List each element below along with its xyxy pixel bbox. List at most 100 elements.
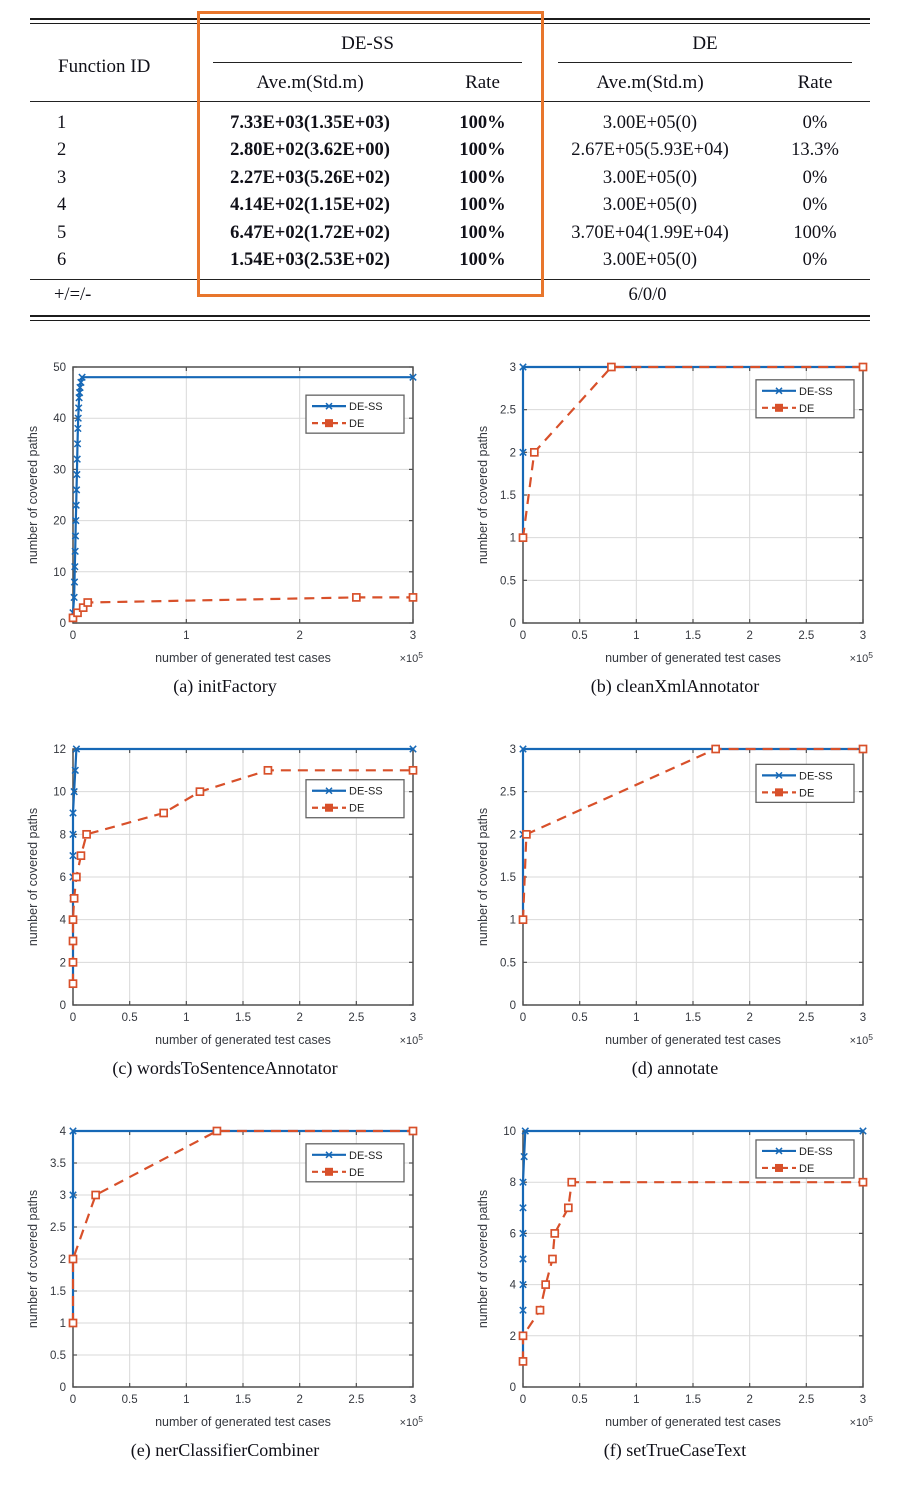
svg-text:2: 2 [510, 1331, 516, 1343]
svg-text:2.5: 2.5 [798, 1012, 814, 1024]
svg-text:DE-SS: DE-SS [349, 786, 383, 798]
svg-text:6: 6 [60, 872, 66, 884]
svg-text:1.5: 1.5 [235, 1394, 251, 1406]
svg-text:number of generated test cases: number of generated test cases [605, 1415, 781, 1429]
col-header-de-rate: Rate [760, 63, 870, 102]
svg-text:×105: ×105 [400, 1032, 424, 1047]
table-bottom-rule [30, 315, 870, 322]
series-line-de [521, 366, 863, 539]
svg-text:0: 0 [70, 1012, 76, 1024]
chart-d-plot: 0 0.5 1 1.5 2 2.5 3 0 0.5 1 1.5 2 2.5 3 number of gene… [473, 739, 877, 1053]
svg-text:3: 3 [410, 1394, 416, 1406]
svg-text:40: 40 [53, 414, 66, 426]
svg-text:2.5: 2.5 [348, 1012, 364, 1024]
svg-text:1: 1 [633, 630, 639, 642]
svg-text:×105: ×105 [850, 650, 874, 665]
svg-text:number of covered paths: number of covered paths [26, 1190, 40, 1328]
svg-text:0: 0 [510, 1382, 516, 1394]
svg-text:DE-SS: DE-SS [799, 386, 833, 398]
svg-text:DE-SS: DE-SS [349, 402, 383, 414]
svg-text:3: 3 [860, 1394, 866, 1406]
chart-canvas: 0 0.5 1 1.5 2 2.5 3 0 0.5 1 1.5 2 2.5 3 number of gene… [476, 744, 873, 1047]
dess-rate-cell: 100% [459, 113, 506, 133]
legend: DE-SS DE [305, 779, 405, 819]
function-id-cell: 5 [57, 222, 67, 243]
de-rate-cell: 0% [802, 167, 828, 188]
series-line-de [71, 1130, 413, 1324]
svg-text:0: 0 [70, 1394, 76, 1406]
de-ave-cell: 3.00E+05(0) [602, 195, 698, 216]
chart-canvas: 0 0.5 1 1.5 2 2.5 3 0 0.5 1 1.5 2 2.5 3 3.5 4 number of … [26, 1126, 423, 1429]
series-line-de [72, 596, 413, 620]
de-rate-cell: 13.3% [791, 140, 839, 161]
figure-nerclassifiercombiner: 0 0.5 1 1.5 2 2.5 3 0 0.5 1 1.5 2 2.5 3 3.5 4 number of … [23, 1121, 427, 1461]
chart-c-plot: 0 0.5 1 1.5 2 2.5 3 0 2 4 6 8 10 12 number of generate… [23, 739, 427, 1053]
svg-text:×105: ×105 [850, 1414, 874, 1429]
summary-value: 6/0/0 [425, 279, 870, 316]
svg-text:1.5: 1.5 [500, 872, 516, 884]
col-header-function-id: Function ID [30, 24, 195, 102]
svg-text:DE: DE [349, 419, 364, 431]
svg-text:1.5: 1.5 [685, 630, 701, 642]
svg-text:0.5: 0.5 [500, 958, 516, 970]
table-top-rule [30, 18, 870, 24]
summary-spacer-cell [195, 279, 425, 316]
legend: DE-SS DE [755, 379, 855, 419]
svg-text:2: 2 [746, 1012, 752, 1024]
svg-text:3: 3 [410, 630, 416, 642]
svg-text:DE: DE [799, 403, 814, 415]
svg-text:2: 2 [510, 830, 516, 842]
col-group-de: DE [540, 24, 870, 63]
svg-text:2: 2 [60, 1254, 66, 1266]
svg-text:1: 1 [633, 1394, 639, 1406]
svg-text:number of covered paths: number of covered paths [476, 426, 490, 564]
svg-text:8: 8 [510, 1178, 516, 1190]
svg-text:2.5: 2.5 [50, 1222, 66, 1234]
dess-rate-cell: 100% [459, 140, 506, 161]
svg-text:2: 2 [296, 630, 302, 642]
svg-text:0.5: 0.5 [500, 576, 516, 588]
svg-text:number of generated test cases: number of generated test cases [155, 651, 331, 665]
svg-text:6: 6 [510, 1229, 516, 1241]
svg-text:1: 1 [633, 1012, 639, 1024]
svg-text:2.5: 2.5 [798, 630, 814, 642]
svg-text:2: 2 [746, 1394, 752, 1406]
results-table-section: Function ID DE-SS DE Ave.m(Std.m) Rate A… [30, 11, 870, 322]
col-group-de-label: DE [558, 33, 852, 63]
svg-text:2.5: 2.5 [500, 787, 516, 799]
svg-text:2: 2 [296, 1012, 302, 1024]
svg-text:1: 1 [183, 1012, 189, 1024]
svg-text:8: 8 [60, 830, 66, 842]
chart-canvas: 0 0.5 1 1.5 2 2.5 3 0 0.5 1 1.5 2 2.5 3 number of gene… [476, 362, 874, 665]
svg-text:0.5: 0.5 [572, 630, 588, 642]
svg-text:0: 0 [510, 1000, 516, 1012]
svg-text:3: 3 [510, 362, 516, 374]
svg-text:3: 3 [860, 1012, 866, 1024]
svg-text:0: 0 [520, 630, 526, 642]
svg-text:number of covered paths: number of covered paths [476, 808, 490, 946]
dess-ave-cell: 7.33E+03(1.35E+03) [230, 113, 390, 133]
function-id-cell: 6 [57, 250, 67, 271]
svg-text:number of covered paths: number of covered paths [26, 808, 40, 946]
de-ave-cell: 3.70E+04(1.99E+04) [571, 222, 729, 243]
chart-canvas: 0 0.5 1 1.5 2 2.5 3 0 2 4 6 8 10 12 number of generate… [26, 744, 424, 1047]
svg-text:0: 0 [510, 618, 516, 630]
series-line-de-ss [521, 366, 863, 539]
svg-text:2.5: 2.5 [348, 1394, 364, 1406]
dess-ave-cell: 2.27E+03(5.26E+02) [230, 167, 390, 188]
svg-text:10: 10 [503, 1126, 516, 1138]
svg-text:10: 10 [53, 787, 66, 799]
svg-text:DE-SS: DE-SS [799, 1146, 833, 1158]
svg-text:1.5: 1.5 [685, 1394, 701, 1406]
de-ave-cell: 3.00E+05(0) [602, 250, 698, 271]
figure-initfactory: 0 1 2 3 0 10 20 30 40 50 number of generated test … [23, 357, 427, 697]
summary-label: +/=/- [30, 279, 195, 316]
figure-wordstosentenceannotator: 0 0.5 1 1.5 2 2.5 3 0 2 4 6 8 10 12 number of generate… [23, 739, 427, 1079]
summary-row: +/=/- 6/0/0 [30, 279, 870, 316]
svg-text:number of generated test cases: number of generated test cases [155, 1415, 331, 1429]
svg-text:0.5: 0.5 [122, 1012, 138, 1024]
table-row: 2 2.80E+02(3.62E+00) 100% 2.67E+05(5.93E… [30, 137, 870, 164]
svg-text:DE: DE [799, 1163, 814, 1175]
col-header-de-ave: Ave.m(Std.m) [540, 63, 760, 102]
